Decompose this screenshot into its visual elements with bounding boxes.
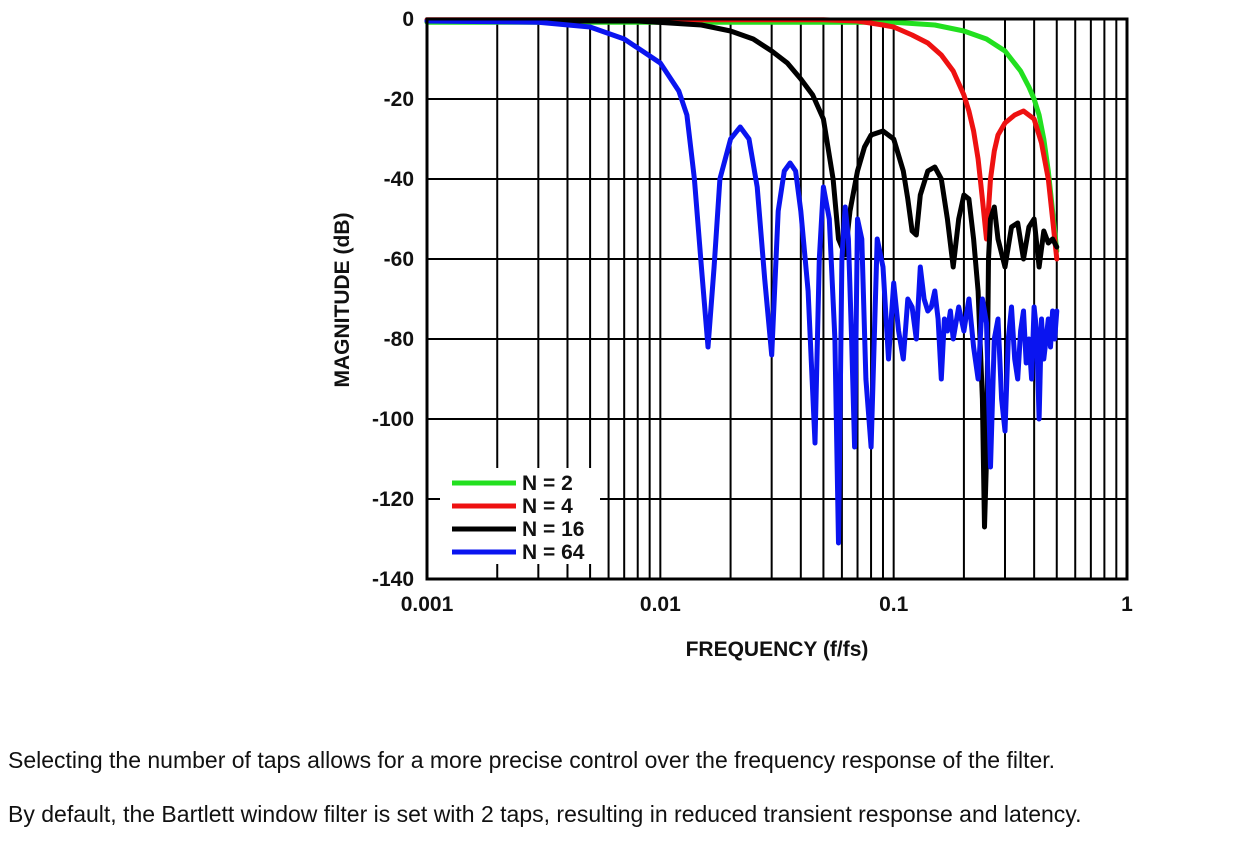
x-tick-label: 1 — [1121, 593, 1133, 616]
y-tick-label: -60 — [384, 248, 414, 271]
y-tick-labels: 0 -20 -40 -60 -80 -100 -120 -140 — [372, 8, 414, 591]
y-tick-label: -120 — [372, 488, 414, 511]
legend-label: N = 2 — [522, 472, 573, 495]
y-tick-label: 0 — [402, 8, 414, 31]
legend-label: N = 16 — [522, 518, 584, 541]
series-line-2 — [424, 17, 1060, 262]
legend-label: N = 4 — [522, 495, 573, 518]
x-tick-labels: 0.001 0.01 0.1 1 — [401, 593, 1133, 616]
series-line-1 — [424, 19, 1060, 254]
x-tick-label: 0.001 — [401, 593, 454, 616]
y-tick-label: -140 — [372, 568, 414, 591]
x-axis-title: FREQUENCY (f/fs) — [686, 638, 869, 661]
x-tick-label: 0.1 — [879, 593, 909, 616]
series-line-3 — [424, 18, 1060, 530]
chart-series-layer — [424, 17, 1060, 546]
y-tick-label: -100 — [372, 408, 414, 431]
caption-line-1: Selecting the number of taps allows for … — [8, 747, 1056, 773]
plot-frame — [425, 17, 1129, 581]
series-line-4 — [424, 18, 1060, 546]
x-tick-label: 0.01 — [640, 593, 681, 616]
y-axis-title: MAGNITUDE (dB) — [331, 213, 354, 388]
chart-legend: N = 2N = 4N = 16N = 64 — [440, 468, 600, 564]
y-tick-label: -40 — [384, 168, 414, 191]
y-tick-label: -80 — [384, 328, 414, 351]
legend-label: N = 64 — [522, 541, 585, 564]
frequency-response-chart: 0-20-40-60-80-100-120-140 0.001 0.01 0.1 1 … — [331, 8, 1133, 661]
caption-line-2: By default, the Bartlett window filter i… — [8, 801, 1082, 827]
y-tick-label: -20 — [384, 88, 414, 111]
